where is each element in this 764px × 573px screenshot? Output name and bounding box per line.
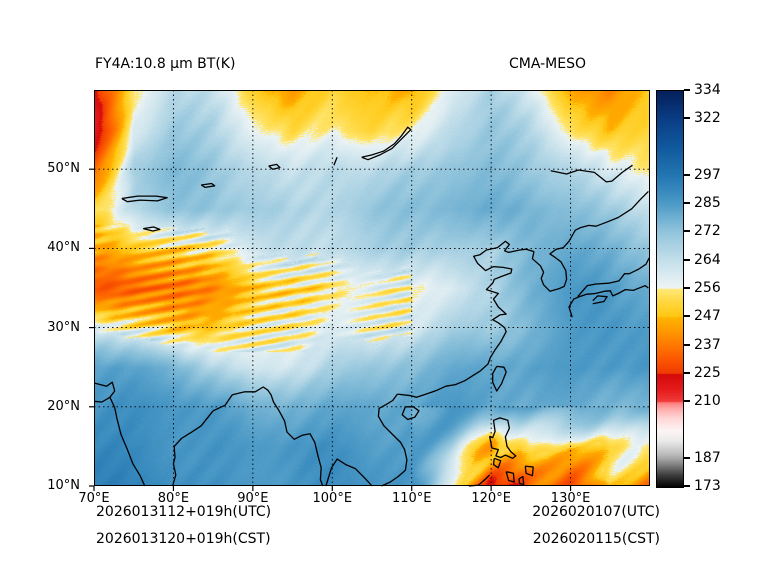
colorbar-tick-mark (684, 258, 690, 261)
colorbar-tick-mark (684, 371, 690, 374)
colorbar-tick-mark (684, 287, 690, 289)
colorbar-tick-label: 247 (694, 308, 721, 325)
colorbar-gradient (657, 91, 683, 487)
lon-tick-label: 90°E (237, 491, 269, 506)
coastline-path (592, 295, 608, 305)
colorbar-tick-label: 210 (694, 393, 721, 410)
coastline-path (93, 381, 116, 398)
coastline-path (492, 365, 507, 392)
colorbar-tick-mark (684, 173, 690, 176)
colorbar-tick-mark (684, 400, 690, 403)
lat-axis-labels: 50°N 40°N 30°N 20°N 10°N (0, 90, 88, 493)
colorbar-tick-mark (684, 230, 690, 233)
colorbar-tick-mark (684, 456, 690, 459)
colorbar-tick-label: 285 (694, 195, 721, 212)
map-plot-area (89, 90, 650, 491)
coastline-path (325, 458, 373, 487)
coastline-path (577, 257, 650, 298)
coastline-path (505, 471, 515, 483)
lat-tick-label: 40°N (47, 240, 80, 256)
coastlines-overlay (93, 126, 650, 487)
colorbar-tick-label: 322 (694, 110, 721, 127)
colorbar-tick-label: 334 (694, 82, 721, 98)
colorbar-tick-mark (684, 89, 690, 91)
coastline-path (488, 417, 517, 459)
colorbar-tick-label: 187 (694, 449, 721, 466)
coastline-path (568, 284, 649, 318)
colorbar-tick-label: 256 (694, 280, 721, 296)
lon-tick-label: 70°E (78, 491, 110, 506)
colorbar-tick-mark (684, 315, 690, 318)
coastline-path (171, 386, 324, 487)
model-label: CMA-MESO (509, 56, 587, 72)
colorbar-tick-label: 272 (694, 223, 721, 240)
coastline-path (550, 164, 633, 183)
footer-right-cst: 2026020115(CST) (532, 531, 660, 547)
coastline-path (518, 475, 525, 486)
coastline-path (361, 126, 412, 161)
coastline-path (143, 226, 161, 232)
lon-tick-label: 100°E (312, 491, 353, 506)
coastline-path (377, 393, 408, 487)
colorbar-tick-labels: 334 322 297 285 272 264 256 247 237 225 210 187 173 (694, 82, 760, 494)
footer-right-utc: 2026020107(UTC) (532, 504, 660, 520)
coastline-path (492, 457, 502, 469)
coastline-path (268, 163, 281, 170)
footer-left-cst: 2026013120+019h(CST) (96, 531, 271, 547)
coastline-path (121, 195, 168, 203)
lon-axis-labels: 70°E 80°E 90°E 100°E 110°E 120°E 130°E (78, 489, 650, 509)
colorbar-tick-label: 173 (694, 478, 721, 494)
coastline-path (401, 406, 420, 421)
lon-tick-label: 120°E (471, 491, 511, 506)
coastline-path (524, 465, 534, 477)
lat-tick-label: 50°N (47, 161, 80, 177)
coastline-path (200, 182, 216, 189)
colorbar (656, 90, 684, 488)
colorbar-tick-label: 297 (694, 166, 721, 183)
lat-tick-label: 10°N (47, 478, 80, 493)
colorbar-tick-label: 264 (694, 251, 721, 268)
lat-tick-label: 20°N (47, 398, 80, 414)
lon-tick-label: 110°E (391, 491, 432, 506)
colorbar-tick-mark (684, 202, 690, 205)
colorbar-tick-mark (684, 343, 690, 346)
coastline-path (333, 157, 338, 166)
colorbar-tick-marks (684, 89, 692, 487)
lon-tick-label: 80°E (157, 491, 190, 506)
colorbar-tick-label: 225 (694, 364, 721, 381)
gridlines-overlay (89, 90, 650, 491)
plot-title: FY4A:10.8 μm BT(K) (95, 56, 236, 72)
colorbar-tick-label: 237 (694, 336, 721, 353)
colorbar-tick-mark (684, 485, 690, 487)
lat-tick-label: 30°N (47, 319, 80, 335)
lon-tick-label: 130°E (550, 491, 591, 506)
coastline-path (531, 190, 649, 292)
coastline-path (93, 396, 146, 487)
colorbar-tick-mark (684, 117, 690, 120)
satellite-bt-heatmap (94, 90, 650, 486)
footer-left-utc: 2026013112+019h(UTC) (96, 504, 272, 520)
